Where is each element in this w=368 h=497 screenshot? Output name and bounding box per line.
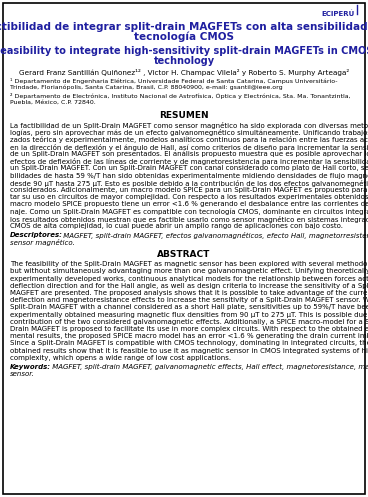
Text: La factibilidad de un Split-Drain MAGFET como sensor magnético ha sido explorada: La factibilidad de un Split-Drain MAGFET…: [10, 122, 368, 129]
Text: obtained results show that it is feasible to use it as magnetic sensor in CMOS i: obtained results show that it is feasibl…: [10, 347, 368, 353]
Text: Drain MAGFET is proposed to facilitate its use in more complex circuits. With re: Drain MAGFET is proposed to facilitate i…: [10, 326, 368, 332]
Text: experimentally obtained measuring magnetic flux densities from 90 μT to 275 μT. : experimentally obtained measuring magnet…: [10, 312, 368, 318]
Text: efectos de deflexión de las líneas de corriente y de magnetoresistencia para inc: efectos de deflexión de las líneas de co…: [10, 158, 368, 165]
Text: Keywords:: Keywords:: [10, 364, 51, 370]
Text: deflection direction and for the Hall angle, as well as design criteria to incre: deflection direction and for the Hall an…: [10, 283, 368, 289]
Text: los resultados obtenidos muestran que es factible usarlo como sensor magnético e: los resultados obtenidos muestran que es…: [10, 216, 368, 223]
Text: zados teórica y experimentalmente, modelos analíticos continuos para la relación: zados teórica y experimentalmente, model…: [10, 136, 368, 144]
Text: Split-Drain MAGFET with a channel considered as a short Hall plate, sensitivitie: Split-Drain MAGFET with a channel consid…: [10, 304, 368, 311]
Text: de un Split-Drain MAGFET son presentados. El análisis propuesto muestra que es p: de un Split-Drain MAGFET son presentados…: [10, 151, 368, 157]
Text: ABSTRACT: ABSTRACT: [157, 250, 211, 259]
Text: ² Departamento de Electrónica, Instituto Nacional de Astrofísica, Óptica y Elect: ² Departamento de Electrónica, Instituto…: [10, 93, 351, 99]
Text: ECIPERÚ: ECIPERÚ: [322, 10, 355, 16]
Text: Descriptores:: Descriptores:: [10, 232, 63, 238]
Text: naje. Como un Split-Drain MAGFET es compatible con tecnología CMOS, dominante en: naje. Como un Split-Drain MAGFET es comp…: [10, 208, 368, 215]
Text: technology: technology: [153, 56, 215, 66]
Text: Trindade, Florianópolis, Santa Catarina, Brasil, C.P. 88040900, e-mail: gsantil@: Trindade, Florianópolis, Santa Catarina,…: [10, 85, 283, 90]
Text: Feasibility to integrate high-sensitivity split-drain MAGFETs in CMOS: Feasibility to integrate high-sensitivit…: [0, 46, 368, 56]
Text: sensor.: sensor.: [10, 371, 35, 377]
Text: Puebla, México, C.P. 72840.: Puebla, México, C.P. 72840.: [10, 100, 96, 105]
Text: mental results, the proposed SPICE macro model has an error <1.6 % generating th: mental results, the proposed SPICE macro…: [10, 333, 368, 339]
Text: bilidades de hasta 59 %/T han sido obtenidas experimentalmente midiendo densidad: bilidades de hasta 59 %/T han sido obten…: [10, 172, 368, 179]
Text: ¹ Departamento de Engenharia Elétrica, Universidade Federal de Santa Catarina, C: ¹ Departamento de Engenharia Elétrica, U…: [10, 78, 337, 84]
Text: MAGFET, split-drain MAGFET, efectos galvanomagnéticos, efecto Hall, magnetorresi: MAGFET, split-drain MAGFET, efectos galv…: [61, 232, 368, 239]
Text: sensor magnético.: sensor magnético.: [10, 239, 75, 246]
Text: macro modelo SPICE propuesto tiene un error <1.6 % generando el desbalance entre: macro modelo SPICE propuesto tiene un er…: [10, 201, 368, 207]
Text: Factibilidad de integrar split-drain MAGFETs con alta sensibilidad en: Factibilidad de integrar split-drain MAG…: [0, 22, 368, 32]
Text: but without simultaneously advantaging more than one galvanomagnetic effect. Uni: but without simultaneously advantaging m…: [10, 268, 368, 274]
Text: en la dirección de deflexión y el ángulo de Hall, así como criterios de diseño p: en la dirección de deflexión y el ángulo…: [10, 144, 368, 151]
Text: MAGFET are presented. The proposed analysis shows that it is possible to take ad: MAGFET are presented. The proposed analy…: [10, 290, 368, 296]
Text: The feasibility of the Split-Drain MAGFET as magnetic sensor has been explored w: The feasibility of the Split-Drain MAGFE…: [10, 261, 368, 267]
Text: tecnología CMOS: tecnología CMOS: [134, 32, 234, 43]
Text: deflection and magnetoresistance effects to increase the sensitivity of a Split-: deflection and magnetoresistance effects…: [10, 297, 368, 303]
Text: Since a Split-Drain MAGFET is compatible with CMOS technology, dominating in int: Since a Split-Drain MAGFET is compatible…: [10, 340, 368, 346]
Text: experimentally developed works, continuous analytical models for the relationshi: experimentally developed works, continuo…: [10, 276, 368, 282]
Text: considerados. Adicionalmente, un macro modelo SPICE para un Split-Drain MAGFET e: considerados. Adicionalmente, un macro m…: [10, 187, 368, 193]
Text: complexity, which opens a wide range of low cost applications.: complexity, which opens a wide range of …: [10, 355, 231, 361]
Text: desde 90 μT hasta 275 μT. Esto es posible debido a la contribución de los dos ef: desde 90 μT hasta 275 μT. Esto es posibl…: [10, 179, 368, 186]
Text: MAGFET, split-drain MAGFET, galvanomagnetic effects, Hall effect, magnetoresista: MAGFET, split-drain MAGFET, galvanomagne…: [50, 364, 368, 370]
Text: tar su uso en circuitos de mayor complejidad. Con respecto a los resultados expe: tar su uso en circuitos de mayor complej…: [10, 194, 368, 200]
Text: logías, pero sin aprovechar más de un efecto galvanomegnético simultáneamente. U: logías, pero sin aprovechar más de un ef…: [10, 129, 368, 136]
Text: CMOS de alta complejidad, lo cual puede abrir un amplio rango de aplicaciones co: CMOS de alta complejidad, lo cual puede …: [10, 223, 343, 229]
Text: un Split-Drain MAGFET. Con un Split-Drain MAGFET con canal considerado como plat: un Split-Drain MAGFET. Con un Split-Drai…: [10, 165, 368, 171]
Text: RESUMEN: RESUMEN: [159, 111, 209, 120]
Text: contribution of the two considered galvanomagnetic effects. Additionally, a SPIC: contribution of the two considered galva…: [10, 319, 368, 325]
Text: Gerard Franz Santillán Quiñonez¹² , Victor H. Champac Vilela² y Roberto S. Murph: Gerard Franz Santillán Quiñonez¹² , Vict…: [19, 69, 349, 76]
